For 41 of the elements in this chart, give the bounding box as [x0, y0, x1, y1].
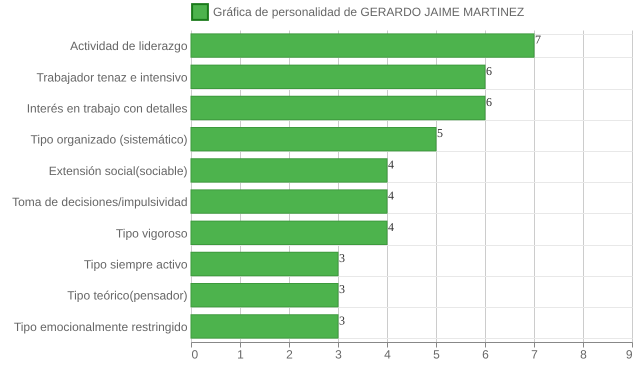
y-tick-label: Tipo emocionalmente restringido — [14, 320, 188, 334]
data-label: 5 — [437, 126, 443, 140]
x-tick-label: 3 — [335, 348, 342, 362]
bar — [190, 314, 338, 339]
x-tick-label: 0 — [192, 348, 198, 362]
x-tick-label: 5 — [433, 348, 440, 362]
y-tick-label: Toma de decisiones/impulsividad — [12, 195, 188, 210]
data-label: 6 — [486, 64, 492, 78]
x-tick-label: 4 — [384, 348, 392, 362]
bar — [190, 158, 388, 183]
data-label: 3 — [339, 313, 345, 328]
y-tick-label: Tipo organizado (sistemático) — [30, 132, 188, 147]
data-label: 6 — [486, 95, 492, 109]
bar — [190, 220, 388, 245]
bar — [190, 127, 436, 152]
x-tick-label: 1 — [237, 348, 244, 362]
y-tick-label: Tipo vigoroso — [116, 226, 188, 240]
data-label: 3 — [339, 251, 345, 265]
bar — [190, 189, 388, 214]
data-label: 4 — [388, 188, 394, 203]
x-tick-label: 6 — [482, 348, 490, 362]
x-tick-label: 9 — [626, 348, 633, 362]
bar — [190, 283, 338, 308]
data-label: 4 — [388, 220, 394, 234]
y-tick-label: Tipo teórico(pensador) — [67, 288, 188, 303]
x-tick-label: 8 — [580, 348, 588, 362]
y-tick-label: Extensión social(sociable) — [48, 164, 188, 178]
y-tick-label: Tipo siempre activo — [84, 258, 188, 272]
y-tick-label: Trabajador tenaz e intensivo — [36, 70, 188, 84]
data-label: 3 — [339, 282, 345, 296]
data-label: 4 — [388, 157, 394, 172]
bar — [190, 252, 338, 276]
bar — [190, 33, 534, 58]
x-tick-label: 7 — [531, 348, 538, 362]
bar — [190, 96, 486, 120]
y-tick-label: Actividad de liderazgo — [70, 39, 188, 54]
legend-label: Gráfica de personalidad de GERARDO JAIME MARTINEZ — [213, 5, 524, 19]
y-tick-label: Interés en trabajo con detalles — [26, 102, 188, 116]
data-label: 7 — [535, 32, 541, 47]
x-tick-label: 2 — [286, 348, 294, 362]
bar — [190, 64, 486, 89]
